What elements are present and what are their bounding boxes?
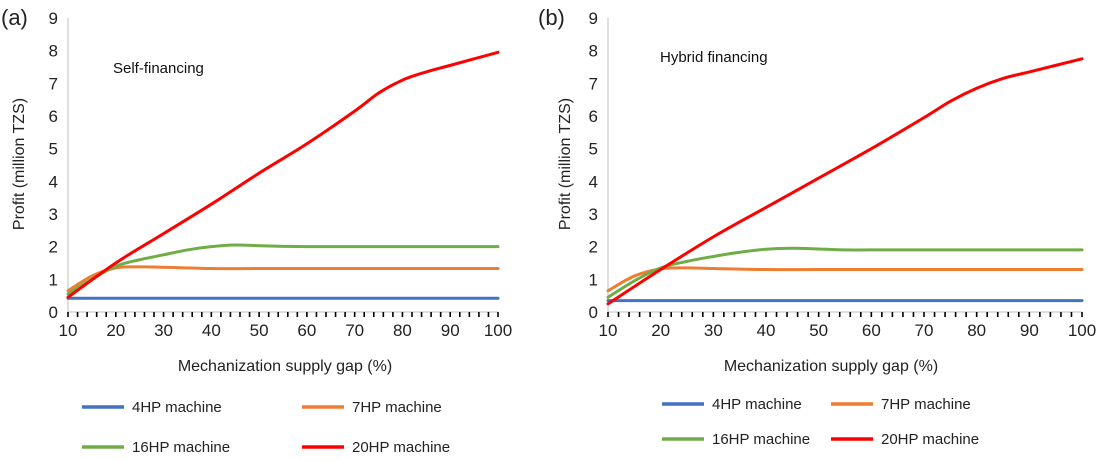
x-tick-label: 10: [599, 321, 618, 340]
x-tick-label: 100: [1068, 321, 1096, 340]
x-tick-labels: 10 20 30 40 50 60 70 80 90 100: [59, 321, 513, 340]
y-tick-label: 3: [589, 205, 598, 224]
x-tick-label: 30: [704, 321, 723, 340]
financing-annotation: Self-financing: [113, 60, 204, 77]
y-tick-label: 4: [49, 172, 58, 191]
y-axis-title: Profit (million TZS): [11, 98, 28, 230]
x-tick-label: 60: [297, 321, 316, 340]
x-tick-label: 100: [484, 321, 512, 340]
legend-entry: 16HP machine: [712, 431, 810, 448]
series-lines: [66, 50, 500, 300]
x-tick-label: 70: [345, 321, 364, 340]
y-tick-label: 9: [589, 9, 598, 28]
series-line: [66, 265, 500, 293]
y-tick-label: 4: [589, 172, 598, 191]
panel-label: (a): [1, 5, 28, 30]
series-line: [606, 57, 1084, 306]
y-tick-label: 0: [589, 303, 598, 322]
y-tick-label: 2: [589, 238, 598, 257]
series-line: [66, 243, 500, 296]
x-tick-label: 30: [154, 321, 173, 340]
y-tick-label: 6: [589, 107, 598, 126]
y-tick-label: 7: [589, 74, 598, 93]
x-axis-title: Mechanization supply gap (%): [178, 358, 392, 375]
x-axis-title: Mechanization supply gap (%): [724, 358, 938, 375]
x-tick-labels: 10 20 30 40 50 60 70 80 90 100: [599, 321, 1097, 340]
x-tick-label: 20: [106, 321, 125, 340]
x-tick-label: 50: [809, 321, 828, 340]
legend: 4HP machine 7HP machine 16HP machine 20HP m…: [82, 399, 450, 456]
legend-entry: 4HP machine: [132, 399, 222, 416]
y-tick-label: 5: [49, 140, 58, 159]
x-tick-label: 40: [202, 321, 221, 340]
y-tick-label: 2: [49, 238, 58, 257]
y-axis-title: Profit (million TZS): [557, 98, 574, 230]
panel-b: (b) Hybrid financing Profit (million TZS…: [538, 5, 1096, 448]
y-tick-label: 0: [49, 303, 58, 322]
legend-entry: 4HP machine: [712, 396, 802, 413]
legend-entry: 7HP machine: [352, 399, 442, 416]
panel-a: (a) Self-financing Profit (million TZS) …: [1, 5, 512, 456]
y-tick-label: 6: [49, 107, 58, 126]
financing-annotation: Hybrid financing: [660, 49, 768, 66]
y-tick-label: 8: [589, 42, 598, 61]
y-tick-label: 1: [589, 270, 598, 289]
series-line: [606, 246, 1084, 299]
x-tick-marks: [67, 312, 499, 317]
legend-entry: 16HP machine: [132, 439, 230, 456]
series-line: [606, 266, 1084, 293]
x-tick-label: 60: [862, 321, 881, 340]
x-tick-label: 90: [441, 321, 460, 340]
y-tick-labels: 0 1 2 3 4 5 6 7 8 9: [589, 9, 598, 322]
y-tick-labels: 0 1 2 3 4 5 6 7 8 9: [49, 9, 58, 322]
x-tick-marks: [607, 312, 1083, 317]
y-tick-label: 5: [589, 140, 598, 159]
x-tick-label: 80: [393, 321, 412, 340]
x-tick-label: 10: [59, 321, 78, 340]
legend-entry: 7HP machine: [881, 396, 971, 413]
y-tick-label: 7: [49, 74, 58, 93]
y-tick-label: 3: [49, 205, 58, 224]
x-tick-label: 50: [250, 321, 269, 340]
series-lines: [606, 57, 1084, 306]
x-tick-label: 90: [1020, 321, 1039, 340]
x-tick-label: 70: [915, 321, 934, 340]
x-tick-label: 40: [757, 321, 776, 340]
x-tick-label: 80: [967, 321, 986, 340]
legend-entry: 20HP machine: [881, 431, 979, 448]
legend: 4HP machine 7HP machine 16HP machine 20HP m…: [662, 396, 979, 448]
panel-label: (b): [538, 5, 565, 30]
y-tick-label: 9: [49, 9, 58, 28]
y-tick-label: 8: [49, 42, 58, 61]
x-tick-label: 20: [651, 321, 670, 340]
series-line: [66, 50, 500, 299]
y-tick-label: 1: [49, 270, 58, 289]
legend-entry: 20HP machine: [352, 439, 450, 456]
